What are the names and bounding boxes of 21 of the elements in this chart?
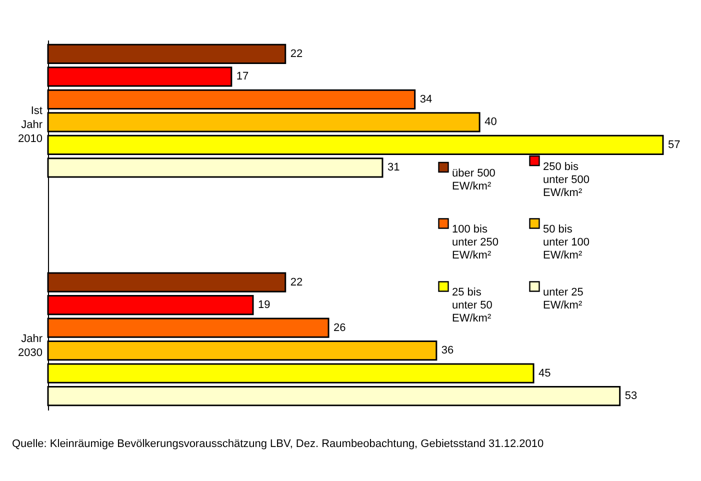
legend-label: 100 bis unter 250 EW/km² (452, 224, 498, 262)
data-label: 19 (258, 299, 270, 312)
y-tick-label: Ist Jahr 2010 (18, 104, 43, 145)
data-label: 53 (624, 390, 638, 402)
data-label: 22 (290, 48, 303, 60)
data-label: 31 (387, 162, 400, 174)
data-label: 57 (668, 138, 680, 151)
data-label: 17 (236, 70, 249, 83)
legend-label: 25 bis unter 50 EW/km² (452, 286, 492, 324)
source-note: Quelle: Kleinräumige Bevölkerungsvorausschätzung LBV, Dez. Raumbeobachtung, Gebietsstand 31.12.2010 (12, 438, 544, 450)
data-label: 26 (334, 322, 346, 334)
data-label: 36 (441, 344, 454, 357)
legend-label: 50 bis unter 100 EW/km² (543, 224, 590, 262)
data-label: 40 (484, 116, 497, 128)
legend-label: über 500 EW/km² (452, 167, 496, 192)
data-label: 22 (290, 276, 303, 288)
legend-label: 250 bis unter 500 EW/km² (543, 160, 590, 199)
legend-label: unter 25 EW/km² (543, 286, 584, 312)
data-label: 45 (538, 367, 551, 380)
y-tick-label: Jahr 2030 (18, 333, 43, 360)
data-label: 34 (420, 93, 432, 106)
